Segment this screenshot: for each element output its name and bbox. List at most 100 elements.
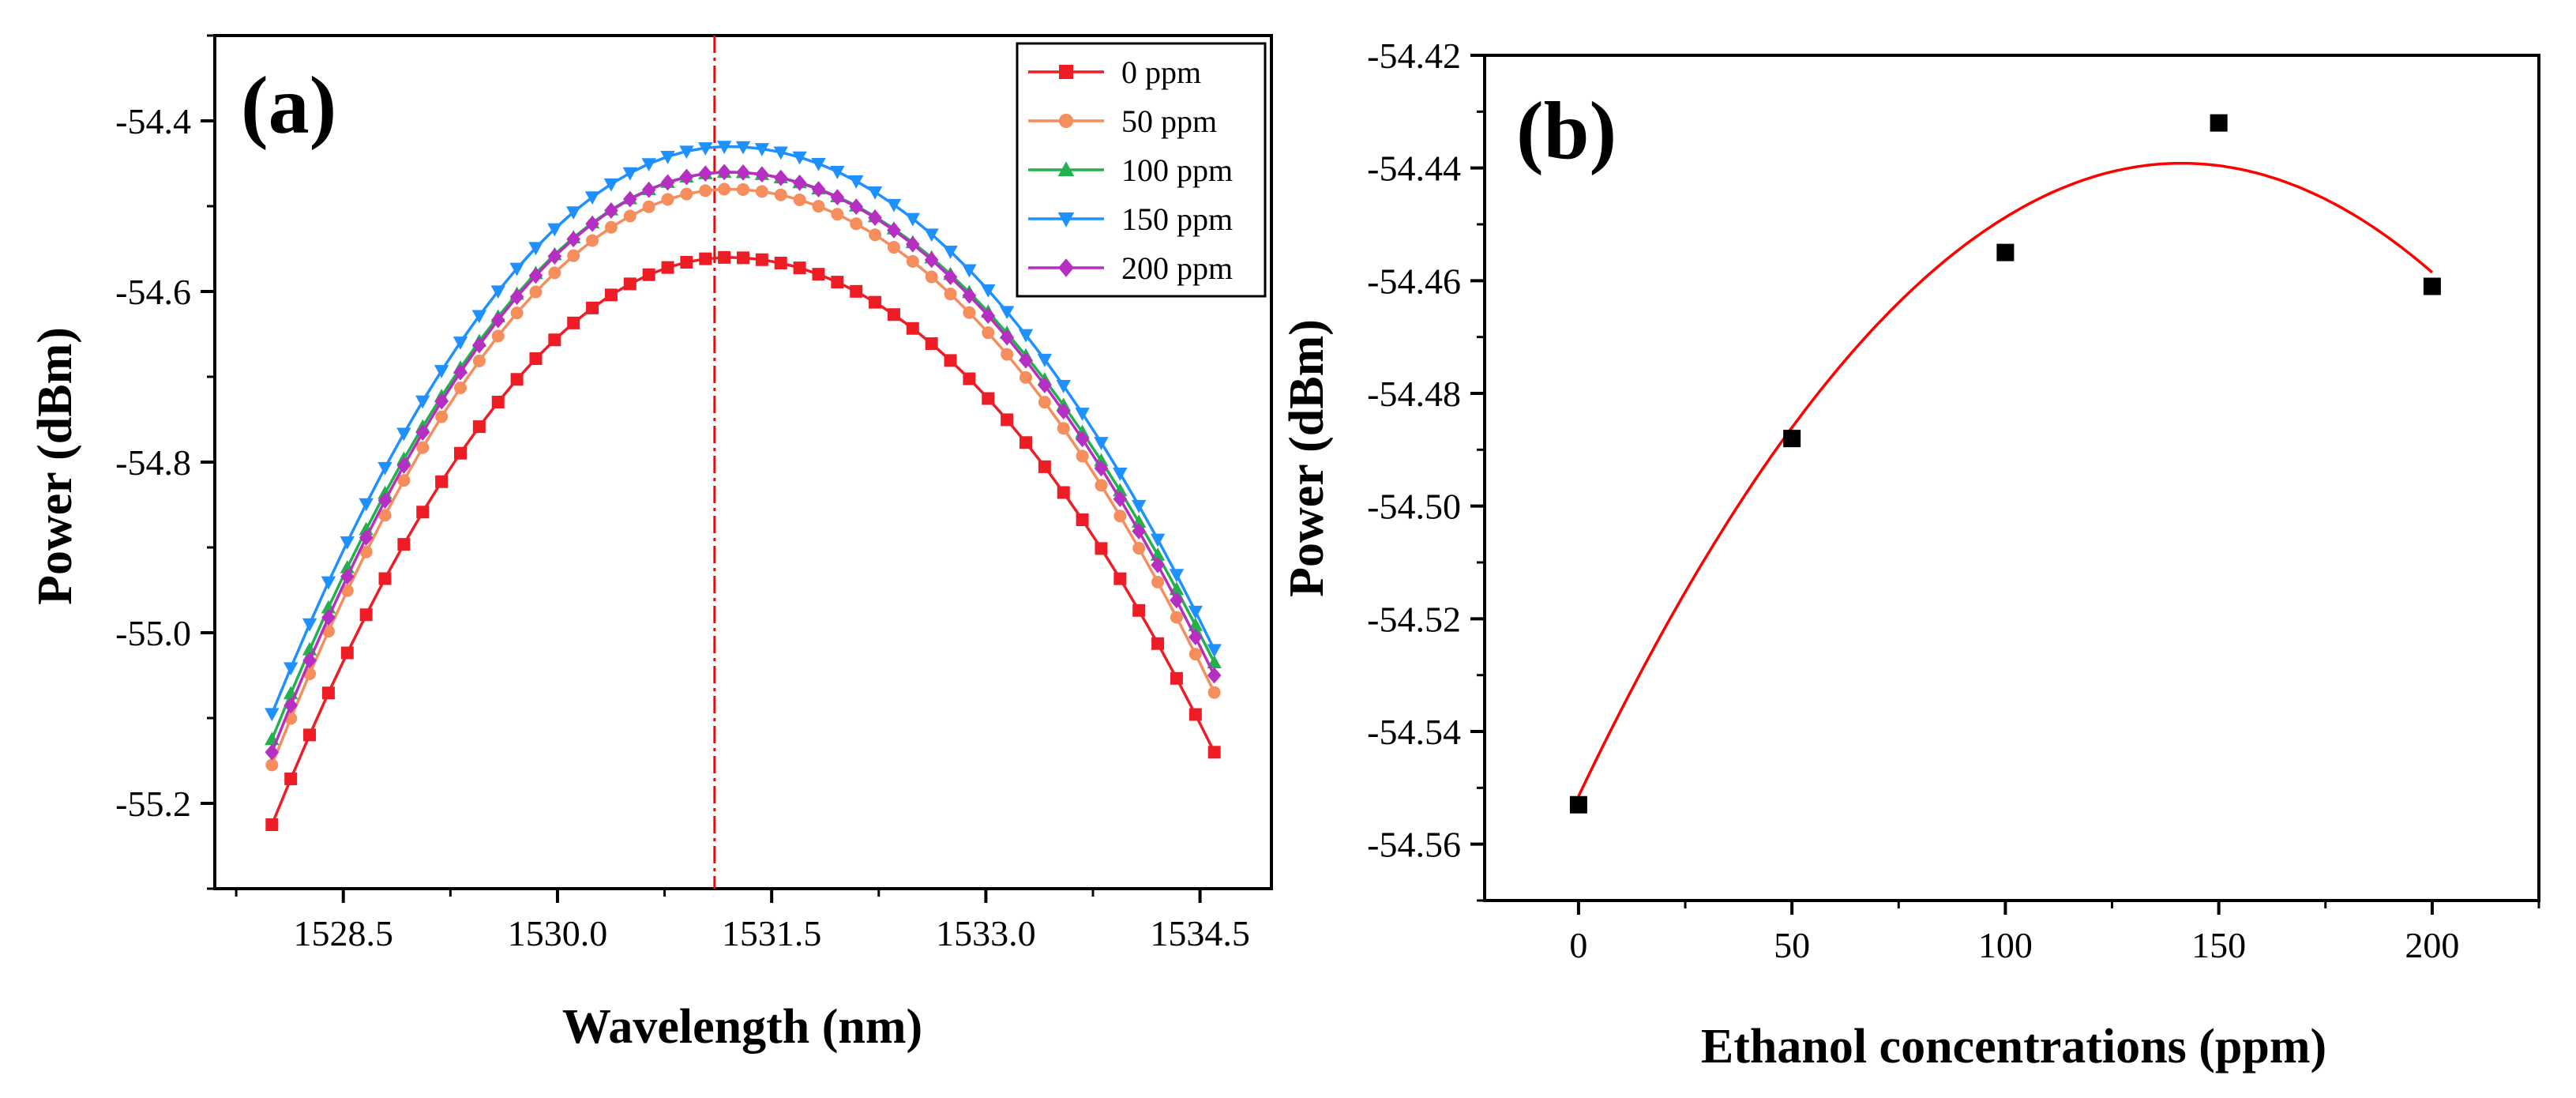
data-point — [377, 492, 392, 510]
legend-marker — [1057, 161, 1075, 177]
data-point — [416, 506, 430, 519]
data-point — [699, 252, 712, 265]
x-tick-label-a: 1534.5 — [1150, 913, 1250, 953]
data-point — [321, 625, 335, 638]
y-tick-label-b: -54.46 — [1367, 261, 1461, 301]
data-point — [962, 287, 977, 304]
data-point — [510, 373, 524, 386]
data-point — [1075, 408, 1090, 421]
data-point — [584, 191, 600, 205]
data-point — [1170, 592, 1184, 609]
plot-area-b — [1569, 114, 2441, 814]
data-point — [435, 410, 449, 423]
data-point — [1076, 449, 1089, 463]
data-point — [793, 193, 806, 206]
data-point — [565, 206, 581, 220]
data-point — [585, 215, 599, 232]
x-tick-label-b: 150 — [2191, 925, 2246, 965]
data-point — [2423, 277, 2441, 295]
data-point — [265, 743, 280, 761]
data-point — [1113, 491, 1128, 508]
fit-curve — [1577, 161, 2434, 797]
x-tick-label-a: 1533.0 — [936, 913, 1036, 953]
data-point — [924, 228, 939, 243]
data-point — [1188, 605, 1204, 619]
data-point — [963, 306, 976, 319]
data-point — [1207, 686, 1221, 699]
data-point — [661, 261, 674, 274]
data-point — [623, 277, 636, 291]
data-point — [1113, 510, 1127, 523]
data-point — [1056, 403, 1071, 420]
data-point — [359, 608, 373, 622]
data-point — [1038, 377, 1052, 393]
data-point — [340, 646, 354, 660]
data-point — [491, 329, 505, 343]
data-point — [1094, 437, 1109, 450]
x-axis-title-a: Wavelength (nm) — [562, 1000, 922, 1054]
data-point — [321, 576, 336, 590]
legend-marker — [1058, 258, 1074, 277]
data-point — [944, 288, 957, 301]
legend-label: 200 ppm — [1121, 250, 1233, 286]
data-point — [1113, 572, 1127, 585]
data-point — [472, 337, 486, 354]
data-point — [397, 474, 411, 487]
data-point — [567, 316, 580, 329]
data-point — [1113, 468, 1128, 481]
data-point — [755, 166, 769, 183]
axes-b: 0 50 100 150 200 -54.56 -54.54 -54.52 -54.50 -54.… — [1367, 36, 2540, 965]
legend-item: 150 ppm — [1028, 201, 1233, 237]
data-point — [622, 167, 637, 181]
plot-area-a — [265, 36, 1222, 889]
y-axis-title-a: Power (dBm) — [28, 327, 82, 605]
data-point — [340, 584, 354, 597]
data-point — [641, 158, 656, 171]
data-point — [453, 382, 467, 395]
data-point — [321, 609, 336, 626]
data-point — [566, 231, 580, 248]
data-point — [717, 164, 731, 181]
y-tick-label-a: -55.2 — [115, 784, 191, 824]
data-point — [679, 168, 694, 186]
data-point — [604, 220, 618, 234]
data-point — [529, 352, 543, 366]
data-point — [321, 686, 335, 700]
data-point — [1076, 513, 1089, 526]
legend-marker — [1059, 114, 1073, 128]
data-point — [396, 457, 411, 474]
data-point — [265, 818, 279, 831]
data-point — [1151, 575, 1165, 588]
data-point — [737, 182, 749, 196]
data-point — [1132, 542, 1146, 555]
data-point — [1038, 460, 1051, 473]
data-point — [303, 728, 317, 742]
data-point — [509, 262, 524, 276]
data-point — [1000, 329, 1014, 346]
x-tick-label-a: 1528.5 — [293, 913, 393, 953]
data-point — [472, 420, 486, 434]
data-point — [529, 285, 543, 299]
data-point — [849, 175, 864, 189]
data-point — [661, 193, 674, 206]
data-point — [773, 146, 788, 160]
data-point — [509, 288, 524, 306]
data-point — [547, 223, 562, 237]
data-point — [1207, 667, 1222, 684]
data-point — [925, 270, 938, 284]
legend-label: 50 ppm — [1121, 103, 1217, 139]
data-point — [773, 169, 788, 186]
data-point — [1020, 436, 1033, 449]
data-point — [736, 164, 750, 181]
data-point — [528, 242, 543, 256]
legend-item: 0 ppm — [1028, 55, 1201, 90]
data-point — [812, 268, 825, 281]
data-point — [491, 395, 505, 408]
data-point — [642, 200, 655, 213]
data-point — [925, 337, 938, 351]
data-point — [641, 181, 656, 198]
data-point — [869, 295, 882, 309]
data-point — [453, 363, 468, 381]
y-axis-title-b: Power (dBm) — [1280, 319, 1334, 597]
